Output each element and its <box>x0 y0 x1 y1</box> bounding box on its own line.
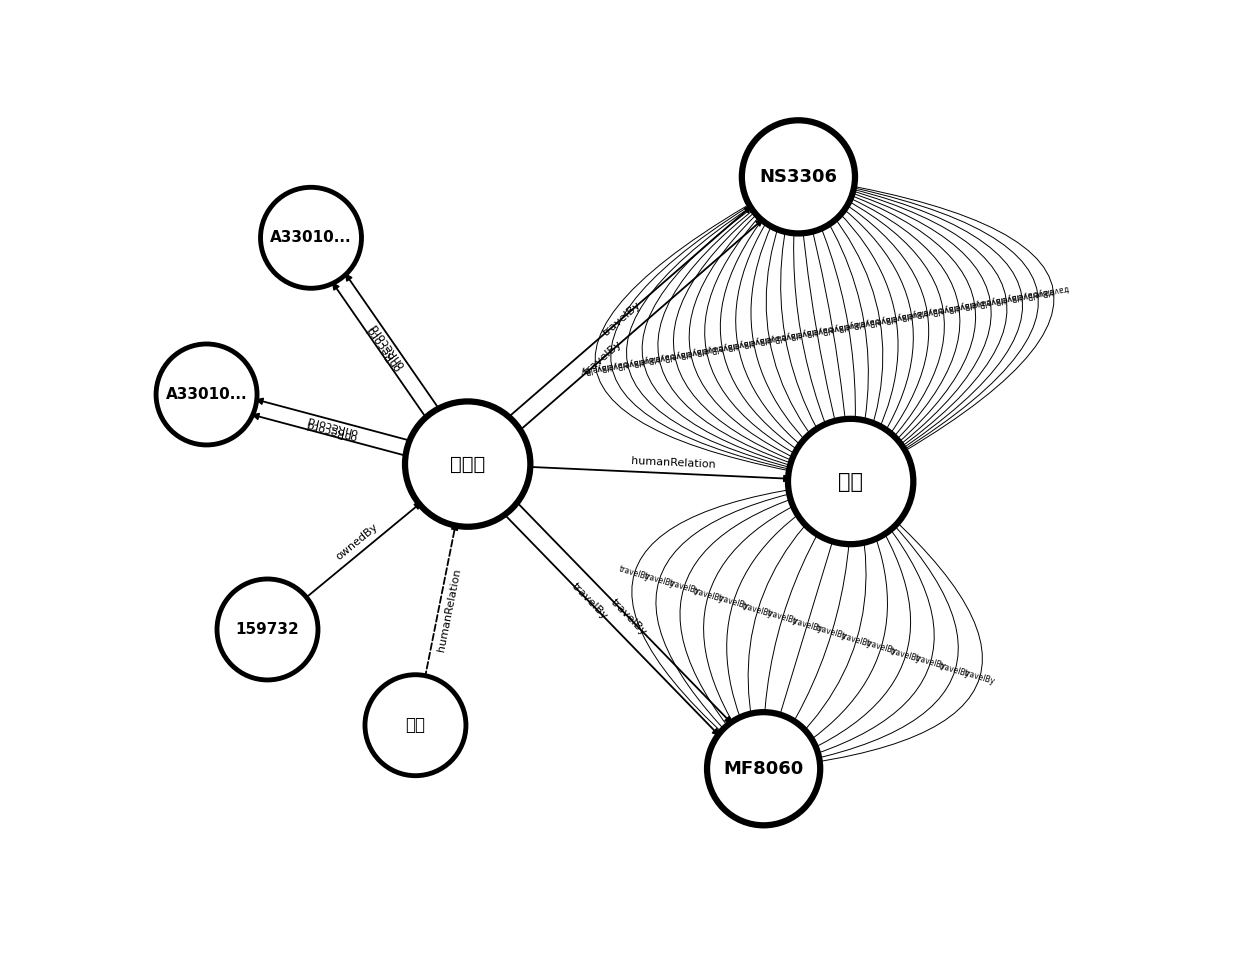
Text: travelBy: travelBy <box>962 668 996 687</box>
Text: travelBy: travelBy <box>579 361 613 376</box>
Text: NS3306: NS3306 <box>759 168 837 186</box>
Text: travelBy: travelBy <box>583 339 624 377</box>
Text: onRecord: onRecord <box>305 419 357 442</box>
Text: travelBy: travelBy <box>790 616 823 634</box>
Text: travelBy: travelBy <box>785 326 817 340</box>
Circle shape <box>365 675 466 776</box>
Text: travelBy: travelBy <box>889 646 923 664</box>
Text: travelBy: travelBy <box>939 661 971 679</box>
Text: travelBy: travelBy <box>618 564 651 582</box>
Circle shape <box>217 579 317 680</box>
Text: travelBy: travelBy <box>569 582 609 622</box>
Text: ownedBy: ownedBy <box>334 522 379 562</box>
Text: travelBy: travelBy <box>910 304 944 319</box>
Text: travelBy: travelBy <box>800 324 833 338</box>
Text: travelBy: travelBy <box>864 638 898 657</box>
Text: A33010...: A33010... <box>270 230 352 246</box>
Text: travelBy: travelBy <box>942 299 975 313</box>
Text: travelBy: travelBy <box>675 345 707 359</box>
Text: travelBy: travelBy <box>832 318 864 332</box>
Text: travelBy: travelBy <box>769 328 802 343</box>
Text: travelBy: travelBy <box>926 301 960 316</box>
Text: travelBy: travelBy <box>692 586 725 604</box>
Text: travelBy: travelBy <box>973 294 1007 308</box>
Text: travelBy: travelBy <box>706 340 739 353</box>
Text: travelBy: travelBy <box>990 291 1022 305</box>
Circle shape <box>405 402 531 527</box>
Circle shape <box>742 120 856 233</box>
Circle shape <box>260 187 362 288</box>
Text: 洪建家: 洪建家 <box>450 455 485 474</box>
Text: onRecord: onRecord <box>365 324 403 373</box>
Text: travelBy: travelBy <box>626 353 660 368</box>
Text: MF8060: MF8060 <box>723 760 804 778</box>
Text: travelBy: travelBy <box>879 310 913 325</box>
Text: travelBy: travelBy <box>642 571 676 589</box>
Text: travelBy: travelBy <box>1004 288 1038 302</box>
Text: travelBy: travelBy <box>595 358 629 373</box>
Text: A33010...: A33010... <box>166 387 247 402</box>
Text: 王子: 王子 <box>838 472 863 491</box>
Text: travelBy: travelBy <box>766 609 800 627</box>
Text: travelBy: travelBy <box>737 334 770 349</box>
Text: humanRelation: humanRelation <box>436 567 463 653</box>
Text: travelBy: travelBy <box>742 601 775 619</box>
Text: travelBy: travelBy <box>847 315 880 329</box>
Text: travelBy: travelBy <box>609 597 649 638</box>
Text: travelBy: travelBy <box>816 321 849 335</box>
Text: travelBy: travelBy <box>601 299 642 338</box>
Text: 159732: 159732 <box>236 622 299 637</box>
Text: travelBy: travelBy <box>957 297 991 311</box>
Circle shape <box>787 419 914 544</box>
Text: travelBy: travelBy <box>1021 286 1054 299</box>
Text: humanRelation: humanRelation <box>631 456 715 470</box>
Text: travelBy: travelBy <box>658 348 692 362</box>
Text: travelBy: travelBy <box>839 631 873 649</box>
Text: travelBy: travelBy <box>717 594 750 612</box>
Text: travelBy: travelBy <box>689 342 723 356</box>
Text: travelBy: travelBy <box>642 351 676 365</box>
Circle shape <box>707 713 820 825</box>
Text: travelBy: travelBy <box>667 579 701 597</box>
Text: travelBy: travelBy <box>914 654 947 671</box>
Text: onRecord: onRecord <box>306 414 360 437</box>
Circle shape <box>156 344 257 445</box>
Text: travelBy: travelBy <box>863 313 897 326</box>
Text: travelBy: travelBy <box>722 337 754 351</box>
Text: travelBy: travelBy <box>1037 283 1070 298</box>
Text: onRecord: onRecord <box>370 321 408 370</box>
Text: travelBy: travelBy <box>815 624 848 641</box>
Text: travelBy: travelBy <box>611 355 644 370</box>
Text: travelBy: travelBy <box>753 331 786 346</box>
Text: 周腾: 周腾 <box>405 716 425 734</box>
Text: travelBy: travelBy <box>894 307 928 322</box>
